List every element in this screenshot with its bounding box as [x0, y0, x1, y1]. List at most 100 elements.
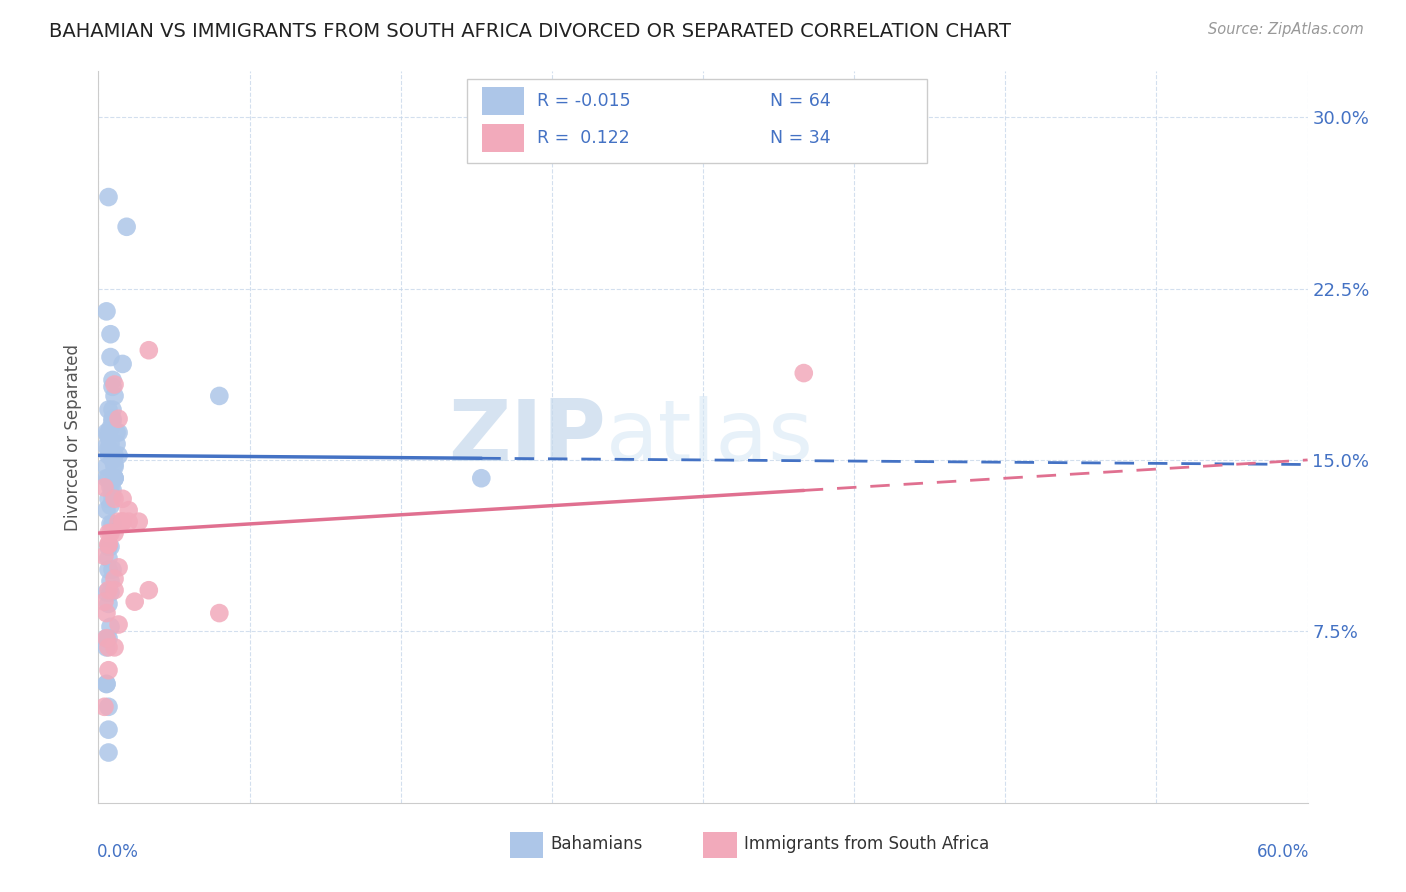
Point [115, 219, 138, 234]
Point [93, 549, 115, 563]
Point [100, 540, 122, 554]
Point [103, 471, 125, 485]
Point [96, 459, 118, 474]
Point [107, 425, 129, 440]
Point [107, 560, 129, 574]
Point [96, 439, 118, 453]
Point [105, 437, 128, 451]
Text: 0.0%: 0.0% [97, 843, 139, 861]
Point [101, 412, 124, 426]
Point [100, 421, 122, 435]
Point [97, 632, 120, 646]
Point [103, 389, 125, 403]
Point [97, 640, 120, 655]
Point [97, 746, 120, 760]
Point [100, 480, 122, 494]
Point [97, 551, 120, 566]
Point [100, 499, 122, 513]
Point [111, 491, 134, 506]
Point [101, 483, 124, 497]
Point [97, 537, 120, 551]
Point [97, 430, 120, 444]
Point [100, 620, 122, 634]
Point [103, 377, 125, 392]
Point [128, 515, 150, 529]
Point [101, 563, 124, 577]
Point [101, 373, 124, 387]
Point [96, 632, 118, 646]
Point [100, 327, 122, 342]
Point [101, 402, 124, 417]
Point [97, 583, 120, 598]
Point [96, 606, 118, 620]
Point [93, 699, 115, 714]
Point [97, 425, 120, 440]
FancyBboxPatch shape [482, 87, 524, 115]
FancyBboxPatch shape [509, 832, 543, 858]
Text: R =  0.122: R = 0.122 [537, 129, 630, 147]
Point [97, 526, 120, 541]
Text: 60.0%: 60.0% [1257, 843, 1309, 861]
Point [103, 471, 125, 485]
Point [101, 516, 124, 531]
Point [101, 414, 124, 428]
Point [103, 640, 125, 655]
Point [97, 540, 120, 554]
Point [103, 449, 125, 463]
Point [93, 595, 115, 609]
Point [97, 190, 120, 204]
Y-axis label: Divorced or Separated: Divorced or Separated [65, 343, 83, 531]
Point [111, 357, 134, 371]
Point [97, 402, 120, 417]
Text: Immigrants from South Africa: Immigrants from South Africa [744, 836, 990, 854]
Point [103, 471, 125, 485]
Point [101, 453, 124, 467]
Text: BAHAMIAN VS IMMIGRANTS FROM SOUTH AFRICA DIVORCED OR SEPARATED CORRELATION CHART: BAHAMIAN VS IMMIGRANTS FROM SOUTH AFRICA… [49, 22, 1011, 41]
Text: R = -0.015: R = -0.015 [537, 93, 631, 111]
Point [97, 699, 120, 714]
Point [103, 491, 125, 506]
Point [96, 677, 118, 691]
Point [103, 526, 125, 541]
Point [107, 515, 129, 529]
Point [96, 304, 118, 318]
Point [107, 449, 129, 463]
Point [101, 380, 124, 394]
Point [97, 449, 120, 463]
Point [111, 515, 134, 529]
FancyBboxPatch shape [467, 78, 927, 163]
Point [97, 597, 120, 611]
Point [103, 459, 125, 474]
Point [97, 563, 120, 577]
Point [96, 632, 118, 646]
Point [111, 515, 134, 529]
Text: N = 64: N = 64 [769, 93, 831, 111]
Point [100, 350, 122, 364]
Point [97, 491, 120, 506]
Point [124, 595, 146, 609]
Point [100, 437, 122, 451]
Point [208, 606, 231, 620]
Point [208, 389, 231, 403]
Point [107, 412, 129, 426]
Point [138, 583, 160, 598]
FancyBboxPatch shape [482, 124, 524, 152]
Point [118, 515, 141, 529]
Point [96, 503, 118, 517]
Text: Source: ZipAtlas.com: Source: ZipAtlas.com [1208, 22, 1364, 37]
Point [103, 572, 125, 586]
Point [97, 663, 120, 677]
Point [97, 471, 120, 485]
Point [100, 443, 122, 458]
Point [96, 677, 118, 691]
Point [96, 640, 118, 655]
FancyBboxPatch shape [703, 832, 737, 858]
Text: ZIP: ZIP [449, 395, 606, 479]
Point [118, 503, 141, 517]
Point [97, 442, 120, 456]
Point [100, 574, 122, 588]
Text: atlas: atlas [606, 395, 814, 479]
Point [100, 526, 122, 541]
Point [97, 537, 120, 551]
Point [100, 585, 122, 599]
